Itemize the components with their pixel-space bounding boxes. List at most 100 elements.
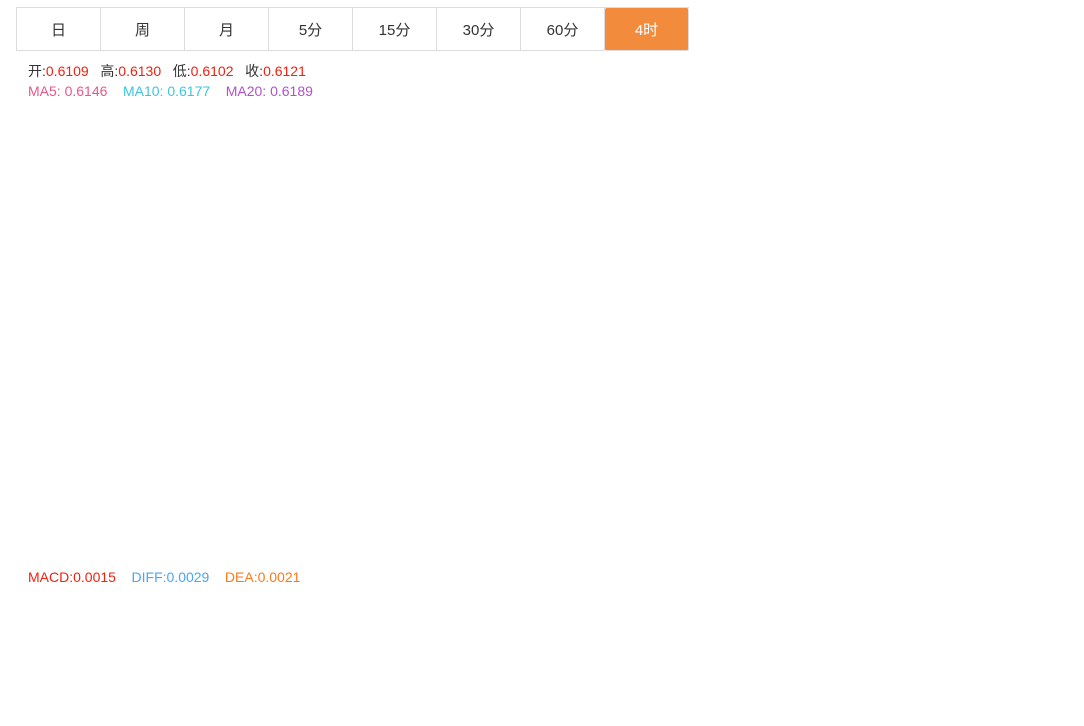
close-label: 收: — [245, 63, 264, 79]
close-value: 0.6121 — [263, 63, 306, 79]
candle — [704, 421, 715, 449]
candle-body — [891, 403, 902, 432]
macd-bar — [59, 656, 70, 683]
macd-bar — [877, 650, 887, 683]
macd-bar — [633, 683, 644, 696]
candle-body — [518, 426, 529, 454]
candle-body — [245, 249, 256, 254]
macd-bar — [546, 683, 557, 700]
candle-body — [633, 446, 644, 459]
candle-body — [446, 383, 457, 396]
tab-7[interactable]: 4时 — [605, 8, 689, 51]
candle-body — [948, 523, 959, 539]
macd-bar — [776, 656, 787, 683]
tab-5[interactable]: 30分 — [437, 8, 521, 51]
macd-bar — [403, 661, 414, 683]
candle-body — [389, 306, 400, 368]
candle-body — [188, 233, 199, 260]
ma10-label: MA10: — [122, 83, 164, 99]
macd-bar — [432, 670, 443, 683]
candle-body — [503, 452, 514, 459]
candle — [317, 297, 328, 346]
candle-body — [59, 114, 70, 124]
candle-body — [934, 519, 945, 544]
macd-bar — [130, 674, 141, 683]
macd-bar — [690, 683, 701, 698]
candle-body — [604, 448, 615, 454]
candle-body — [661, 397, 672, 417]
macd-bar — [704, 683, 715, 696]
candle — [489, 452, 500, 470]
ma5-value: 0.6146 — [64, 83, 108, 99]
ma20-value: 0.6189 — [270, 83, 313, 99]
macd-bar — [87, 670, 98, 683]
candle-body — [877, 431, 887, 433]
macd-bar — [733, 683, 744, 691]
candle — [44, 118, 55, 151]
candle — [503, 444, 514, 469]
candle-body — [532, 426, 543, 429]
tab-3[interactable]: 5分 — [269, 8, 353, 51]
macd-bar — [16, 666, 26, 683]
macd-legend: MACD:0.0015 DIFF:0.0029 DEA:0.0021 — [28, 569, 300, 585]
candle — [690, 426, 701, 454]
macd-bar — [762, 668, 773, 683]
tab-6[interactable]: 60分 — [521, 8, 605, 51]
candle-body — [202, 259, 213, 276]
tab-2[interactable]: 月 — [185, 8, 269, 51]
candle-body — [690, 435, 701, 437]
candle-body — [16, 107, 26, 124]
macd-bar — [460, 683, 471, 685]
candle — [116, 199, 127, 237]
macd-bar — [489, 683, 500, 694]
candle-body — [475, 410, 486, 456]
ma20-label: MA20: — [225, 83, 267, 99]
dea-value: 0.0021 — [257, 569, 301, 585]
candle — [87, 116, 98, 158]
candle — [288, 281, 299, 348]
high-value: 0.6130 — [118, 63, 162, 79]
macd-bar — [719, 683, 730, 698]
tab-4[interactable]: 15分 — [353, 8, 437, 51]
candle-body — [790, 368, 801, 404]
last-price-badge — [1012, 513, 1084, 534]
macd-bar — [948, 683, 959, 684]
candle-body — [360, 332, 371, 346]
macd-bar — [346, 654, 357, 683]
candle-body — [905, 403, 916, 495]
tab-1[interactable]: 周 — [101, 8, 185, 51]
macd-bar — [274, 665, 285, 683]
macd-bar — [188, 672, 199, 683]
candle-body — [288, 290, 299, 323]
candle-body — [116, 215, 127, 232]
macd-bar — [747, 679, 758, 683]
macd-bar — [862, 649, 873, 683]
candle — [259, 203, 270, 272]
candle — [389, 303, 400, 368]
candle-body — [647, 397, 658, 459]
macd-bar — [561, 683, 572, 707]
candle — [762, 431, 773, 458]
diff-value: 0.0029 — [166, 569, 210, 585]
candle-body — [848, 398, 859, 423]
candle — [604, 440, 615, 455]
ma-legend: MA5: 0.6146 MA10: 0.6177 MA20: 0.6189 — [28, 83, 313, 99]
candle-body — [73, 119, 84, 124]
ma10-value: 0.6177 — [167, 83, 211, 99]
candle-body — [676, 416, 687, 437]
macd-bar — [389, 661, 400, 683]
candle — [633, 444, 644, 472]
candle-body — [231, 249, 242, 261]
candle — [59, 107, 70, 124]
macd-bar — [102, 679, 113, 683]
candle — [173, 217, 184, 243]
macd-bar — [833, 643, 844, 683]
high-label: 高: — [100, 63, 119, 79]
candle-body — [417, 359, 428, 389]
candle — [905, 388, 916, 499]
candle — [145, 210, 156, 233]
tab-0[interactable]: 日 — [17, 8, 101, 51]
macd-bar — [920, 681, 931, 683]
candle — [948, 512, 959, 547]
